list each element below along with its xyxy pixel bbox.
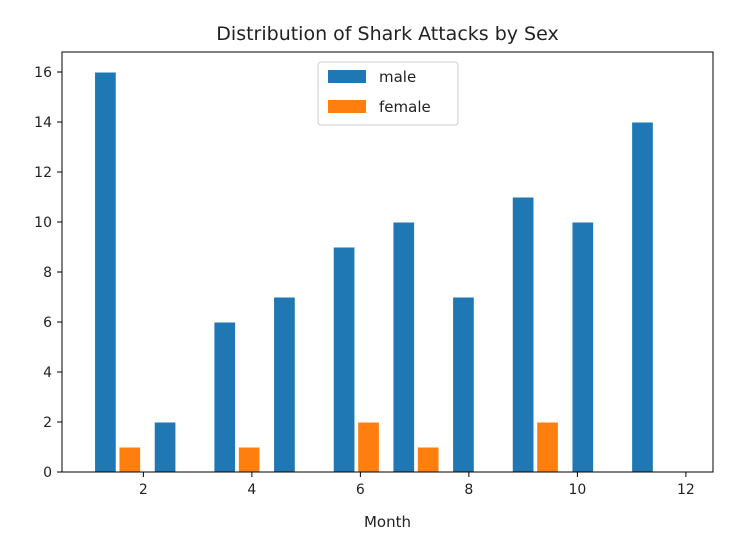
x-tick-label: 12	[677, 482, 695, 498]
bar-male-8	[571, 221, 595, 473]
y-tick-label: 8	[43, 265, 52, 281]
y-tick-label: 10	[34, 215, 52, 231]
y-axis: 0 2 4 6 8 10 12 14 16	[34, 65, 62, 481]
x-tick-label: 2	[139, 482, 148, 498]
x-tick-label: 4	[247, 482, 256, 498]
y-tick-label: 12	[34, 165, 52, 181]
bar-female-2	[237, 446, 261, 473]
bar-female-4	[357, 421, 380, 473]
y-tick-label: 0	[43, 465, 52, 481]
bar-male-6	[452, 296, 475, 473]
bar-female-5	[416, 446, 440, 473]
legend-swatch-female	[328, 100, 366, 113]
x-tick-label: 8	[464, 482, 473, 498]
bar-male-5	[392, 221, 416, 473]
chart-title: Distribution of Shark Attacks by Sex	[216, 23, 558, 45]
y-tick-label: 14	[34, 115, 52, 131]
legend-label-male: male	[379, 68, 416, 86]
y-tick-label: 4	[43, 365, 52, 381]
bar-male-9	[631, 121, 654, 473]
bar-male-4	[332, 246, 356, 473]
y-tick-label: 2	[43, 415, 52, 431]
bar-male-7	[511, 196, 535, 473]
x-tick-label: 6	[356, 482, 365, 498]
bar-male-2	[213, 321, 237, 473]
legend: male female	[317, 61, 459, 126]
x-tick-label: 10	[568, 482, 586, 498]
x-axis-label: Month	[364, 513, 411, 531]
y-tick-label: 16	[34, 65, 52, 81]
legend-swatch-male	[328, 70, 366, 83]
plot-frame	[61, 51, 714, 473]
bar-female-7	[536, 421, 559, 473]
bars-layer	[94, 71, 654, 473]
bar-male-3	[273, 296, 296, 473]
bar-male-0	[94, 71, 117, 473]
legend-label-female: female	[379, 98, 431, 116]
bar-male-1	[153, 421, 177, 473]
x-axis: 2 4 6 8 10 12	[139, 472, 695, 498]
bar-female-0	[118, 446, 142, 473]
y-tick-label: 6	[43, 315, 52, 331]
